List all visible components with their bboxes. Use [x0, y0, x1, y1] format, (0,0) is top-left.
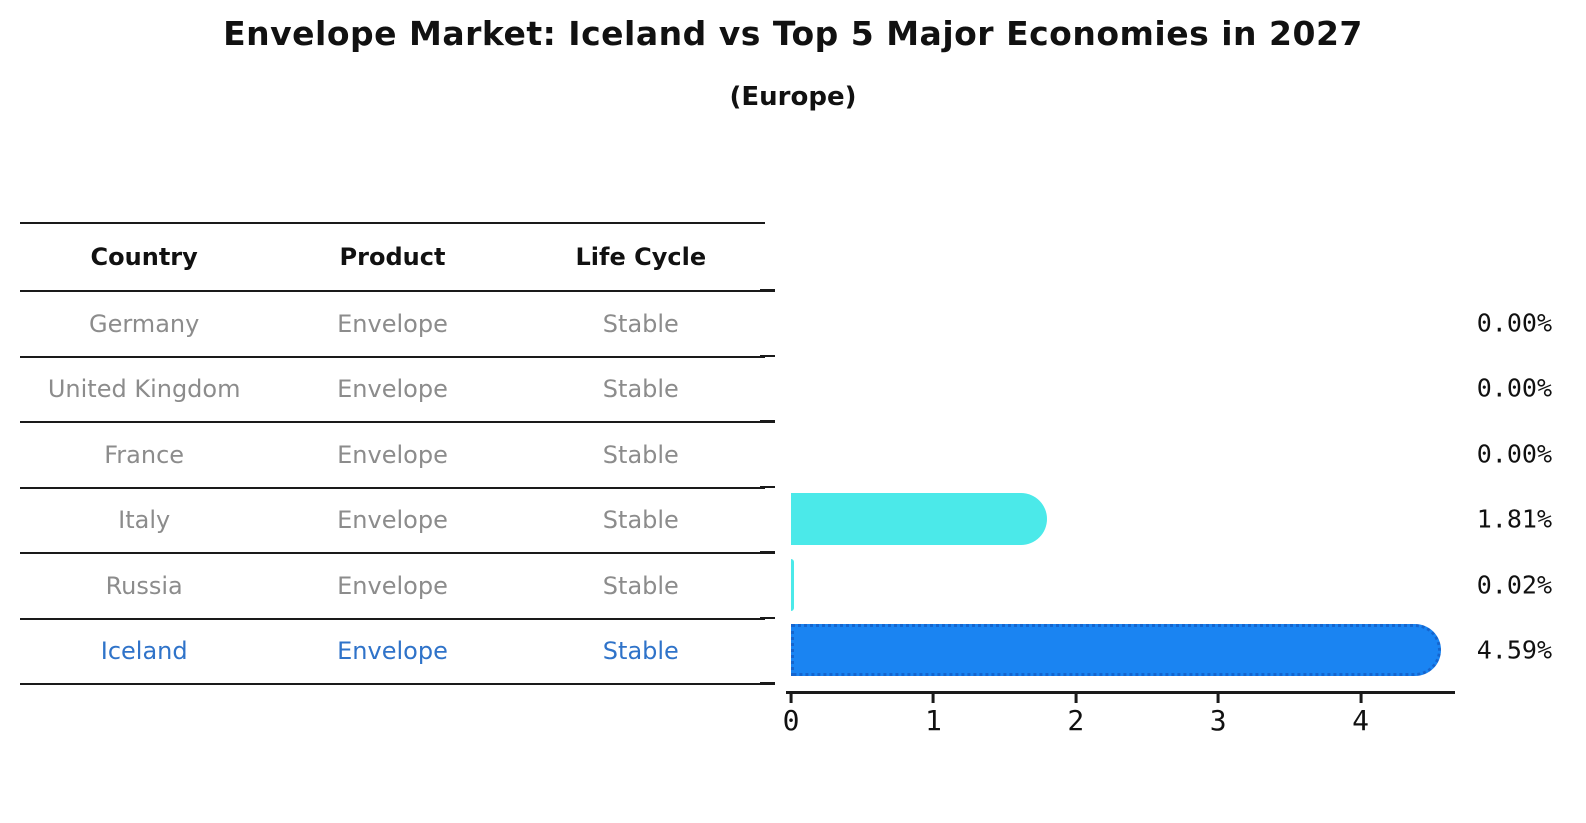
col-header-country: Country — [90, 243, 198, 271]
y-axis-tick — [760, 551, 775, 554]
bar-bands: 0.00% 0.00% 0.00% 1.81% 0.02% 4.59% — [791, 290, 1552, 683]
x-axis-tick: 4 — [1352, 694, 1369, 737]
bar — [791, 558, 794, 611]
value-label: 0.02% — [1476, 570, 1552, 600]
bar-row: 0.00% — [791, 356, 1552, 422]
chart-subtitle: (Europe) — [729, 82, 857, 112]
table-row: United Kingdom Envelope Stable — [20, 358, 765, 423]
bar-row: 4.59% — [791, 618, 1552, 684]
life-cycle-cell: Stable — [602, 506, 679, 535]
country-cell: Russia — [105, 571, 183, 600]
x-axis-tick: 0 — [782, 694, 800, 737]
bar-row: 1.81% — [791, 487, 1552, 553]
product-cell: Envelope — [337, 375, 448, 404]
y-axis-tick — [760, 420, 775, 423]
table-row: Russia Envelope Stable — [20, 554, 765, 620]
country-cell: France — [104, 440, 185, 469]
product-cell: Envelope — [337, 440, 448, 469]
table-header-row: Country Product Life Cycle — [20, 224, 765, 292]
x-axis-tick-mark — [931, 694, 935, 703]
x-axis-tick-mark — [789, 694, 793, 703]
col-header-product: Product — [339, 243, 446, 271]
x-axis-ticks: 0 1 2 3 4 — [783, 694, 1455, 739]
x-axis-tick-label: 2 — [1067, 704, 1085, 737]
bar — [791, 493, 1048, 546]
table-row-highlighted: Iceland Envelope Stable — [20, 620, 765, 685]
life-cycle-cell: Stable — [602, 637, 679, 666]
value-label: 0.00% — [1476, 373, 1552, 403]
bar-row: 0.02% — [791, 552, 1552, 618]
y-axis-tick — [760, 616, 775, 619]
chart-title: Envelope Market: Iceland vs Top 5 Major … — [223, 14, 1363, 53]
bar-row: 0.00% — [791, 290, 1552, 356]
table-row: France Envelope Stable — [20, 423, 765, 489]
country-cell: Italy — [118, 506, 171, 535]
x-axis-line — [786, 691, 1455, 694]
value-label: 1.81% — [1476, 504, 1552, 534]
x-axis-tick-label: 4 — [1352, 704, 1370, 737]
table-row: Italy Envelope Stable — [20, 489, 765, 554]
x-axis-tick-label: 0 — [782, 704, 800, 737]
bar-highlighted — [791, 624, 1441, 677]
product-cell: Envelope — [337, 637, 448, 666]
product-cell: Envelope — [337, 571, 448, 600]
country-table: Country Product Life Cycle Germany Envel… — [20, 222, 765, 685]
y-axis-tick — [760, 289, 775, 292]
value-label: 0.00% — [1476, 308, 1552, 338]
x-axis-tick: 3 — [1210, 694, 1227, 737]
country-cell: United Kingdom — [47, 375, 241, 404]
life-cycle-cell: Stable — [602, 571, 679, 600]
x-axis-tick-label: 3 — [1209, 704, 1227, 737]
life-cycle-cell: Stable — [602, 375, 679, 404]
x-axis-tick-mark — [1359, 694, 1363, 703]
x-axis-tick: 2 — [1067, 694, 1084, 737]
x-axis-tick-mark — [1074, 694, 1078, 703]
life-cycle-cell: Stable — [602, 440, 679, 469]
x-axis-tick-mark — [1216, 694, 1220, 703]
product-cell: Envelope — [337, 309, 448, 338]
table-row: Germany Envelope Stable — [20, 292, 765, 358]
country-cell: Iceland — [100, 637, 188, 666]
bar-row: 0.00% — [791, 421, 1552, 487]
y-axis-tick — [760, 354, 775, 357]
y-axis-ticks — [760, 289, 1552, 685]
product-cell: Envelope — [337, 506, 448, 535]
y-axis-tick — [760, 485, 775, 488]
country-cell: Germany — [89, 309, 200, 338]
bar-chart: 0.00% 0.00% 0.00% 1.81% 0.02% 4.59% — [760, 289, 1552, 737]
col-header-life-cycle: Life Cycle — [575, 243, 707, 271]
x-axis-tick-label: 1 — [924, 704, 942, 737]
life-cycle-cell: Stable — [602, 309, 679, 338]
x-axis-tick: 1 — [925, 694, 942, 737]
y-axis-tick — [760, 682, 775, 685]
value-label: 4.59% — [1476, 635, 1552, 665]
value-label: 0.00% — [1476, 439, 1552, 469]
